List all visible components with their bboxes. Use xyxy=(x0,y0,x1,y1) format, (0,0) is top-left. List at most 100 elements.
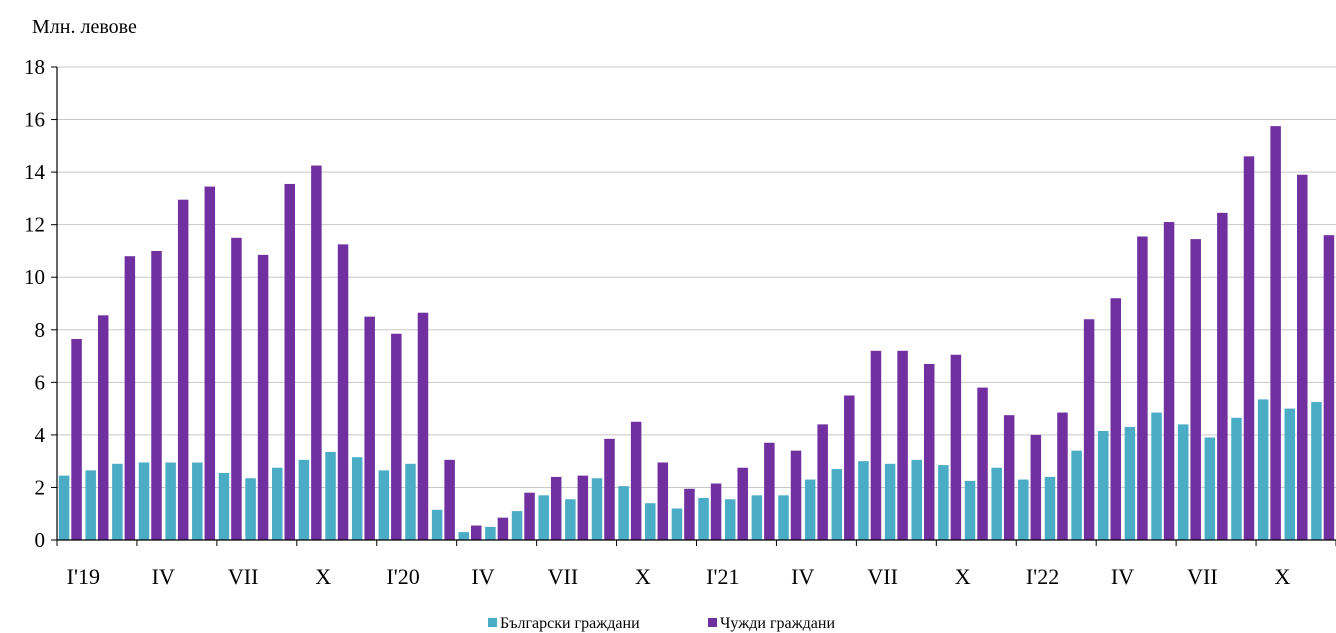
bar-bulgarian xyxy=(804,479,816,540)
bar-foreign xyxy=(151,250,162,540)
bar-bulgarian xyxy=(645,503,656,540)
bar-foreign xyxy=(97,315,109,540)
y-tick-label: 2 xyxy=(35,475,46,499)
bar-foreign xyxy=(923,363,935,540)
bars xyxy=(58,126,1335,541)
bar-foreign xyxy=(1217,212,1228,540)
bar-bulgarian xyxy=(218,472,230,540)
x-tick-label: IV xyxy=(471,564,494,589)
bar-foreign xyxy=(337,244,349,540)
bar-foreign xyxy=(524,492,535,540)
x-axis-ticks: I'19 IV VII X I'20 IV VII X I'21 IV VII X I'22 IV VII X xyxy=(56,540,1336,589)
legend-swatch-foreign xyxy=(708,618,717,627)
bar-foreign xyxy=(1190,239,1201,540)
bar-foreign xyxy=(870,350,882,540)
bar-bulgarian xyxy=(298,459,310,540)
bar-bulgarian xyxy=(964,480,976,540)
bar-bulgarian xyxy=(671,508,683,540)
bar-bulgarian xyxy=(192,462,203,540)
bar-foreign xyxy=(710,483,722,540)
y-tick-label: 4 xyxy=(35,423,46,447)
bar-bulgarian xyxy=(538,495,549,540)
x-tick-label: VII xyxy=(228,564,259,589)
bar-foreign xyxy=(1243,156,1255,540)
legend-label-bulgarian: Български граждани xyxy=(500,615,640,632)
bar-foreign xyxy=(737,467,748,540)
x-tick-label: X xyxy=(1274,564,1290,589)
bar-bulgarian xyxy=(431,509,443,540)
bar-bulgarian xyxy=(1284,408,1296,540)
bar-foreign xyxy=(684,488,695,540)
bar-bulgarian xyxy=(1257,399,1269,540)
y-tick-label: 18 xyxy=(24,55,45,79)
bar-foreign xyxy=(471,525,482,540)
bar-bulgarian xyxy=(1151,412,1162,540)
bar-bulgarian xyxy=(778,495,789,540)
bar-bulgarian xyxy=(245,478,256,540)
bar-foreign xyxy=(1163,222,1175,541)
y-tick-label: 14 xyxy=(24,160,46,184)
bar-foreign xyxy=(577,475,589,540)
bar-bulgarian xyxy=(1311,402,1322,540)
bar-bulgarian xyxy=(112,463,123,540)
bar-bulgarian xyxy=(138,462,150,540)
bar-foreign xyxy=(204,186,216,540)
bar-bulgarian xyxy=(1098,430,1109,540)
bar-foreign xyxy=(124,256,136,540)
x-tick-label: X xyxy=(315,564,331,589)
bar-bulgarian xyxy=(831,469,843,540)
bar-bulgarian xyxy=(1071,450,1082,540)
bar-foreign xyxy=(630,421,642,540)
bar-foreign xyxy=(950,354,962,540)
bar-bulgarian xyxy=(405,463,416,540)
bar-foreign xyxy=(257,254,269,540)
bar-bulgarian xyxy=(1204,437,1216,540)
bar-foreign xyxy=(311,165,322,540)
bar-foreign xyxy=(71,338,82,540)
legend-swatch-bulgarian xyxy=(488,618,497,627)
bar-bulgarian xyxy=(1018,479,1029,540)
bar-foreign xyxy=(1137,236,1148,540)
bar-foreign xyxy=(444,459,455,540)
bar-bulgarian xyxy=(1124,427,1136,540)
x-tick-label: VII xyxy=(548,564,579,589)
x-tick-label: VII xyxy=(867,564,898,589)
bar-foreign xyxy=(817,424,828,540)
bar-bulgarian xyxy=(485,526,496,540)
bar-foreign xyxy=(1057,412,1068,540)
bar-bulgarian xyxy=(1177,424,1189,540)
bar-foreign xyxy=(1083,319,1095,540)
bar-bulgarian xyxy=(751,495,763,540)
bar-bulgarian xyxy=(85,470,96,540)
bar-bulgarian xyxy=(991,467,1002,540)
y-tick-label: 12 xyxy=(24,213,45,237)
grid-lines xyxy=(57,66,1336,488)
bar-bulgarian xyxy=(938,465,949,540)
bar-bulgarian xyxy=(884,463,896,540)
y-tick-label: 6 xyxy=(35,370,46,394)
y-tick-label: 10 xyxy=(24,265,45,289)
bar-foreign xyxy=(1323,235,1335,540)
bar-foreign xyxy=(550,476,562,540)
bar-bulgarian xyxy=(1044,476,1056,540)
x-tick-label: IV xyxy=(152,564,175,589)
bar-foreign xyxy=(897,350,908,540)
legend-label-foreign: Чужди граждани xyxy=(720,615,835,632)
bar-bulgarian xyxy=(565,499,576,540)
bar-foreign xyxy=(657,462,669,540)
bar-bulgarian xyxy=(325,451,336,540)
bar-foreign xyxy=(604,438,615,540)
bar-foreign xyxy=(1030,434,1042,540)
bar-foreign xyxy=(844,395,855,540)
bar-bulgarian xyxy=(698,497,709,540)
bar-bulgarian xyxy=(618,486,629,540)
x-tick-label: VII xyxy=(1187,564,1218,589)
bar-bulgarian xyxy=(911,459,922,540)
bar-foreign xyxy=(231,237,242,541)
bar-bulgarian xyxy=(271,467,283,540)
bar-foreign xyxy=(177,199,189,541)
y-axis-ticks: 0 2 4 6 8 10 12 14 16 18 xyxy=(24,55,57,552)
y-tick-label: 0 xyxy=(35,528,46,552)
bar-bulgarian xyxy=(1231,417,1242,540)
